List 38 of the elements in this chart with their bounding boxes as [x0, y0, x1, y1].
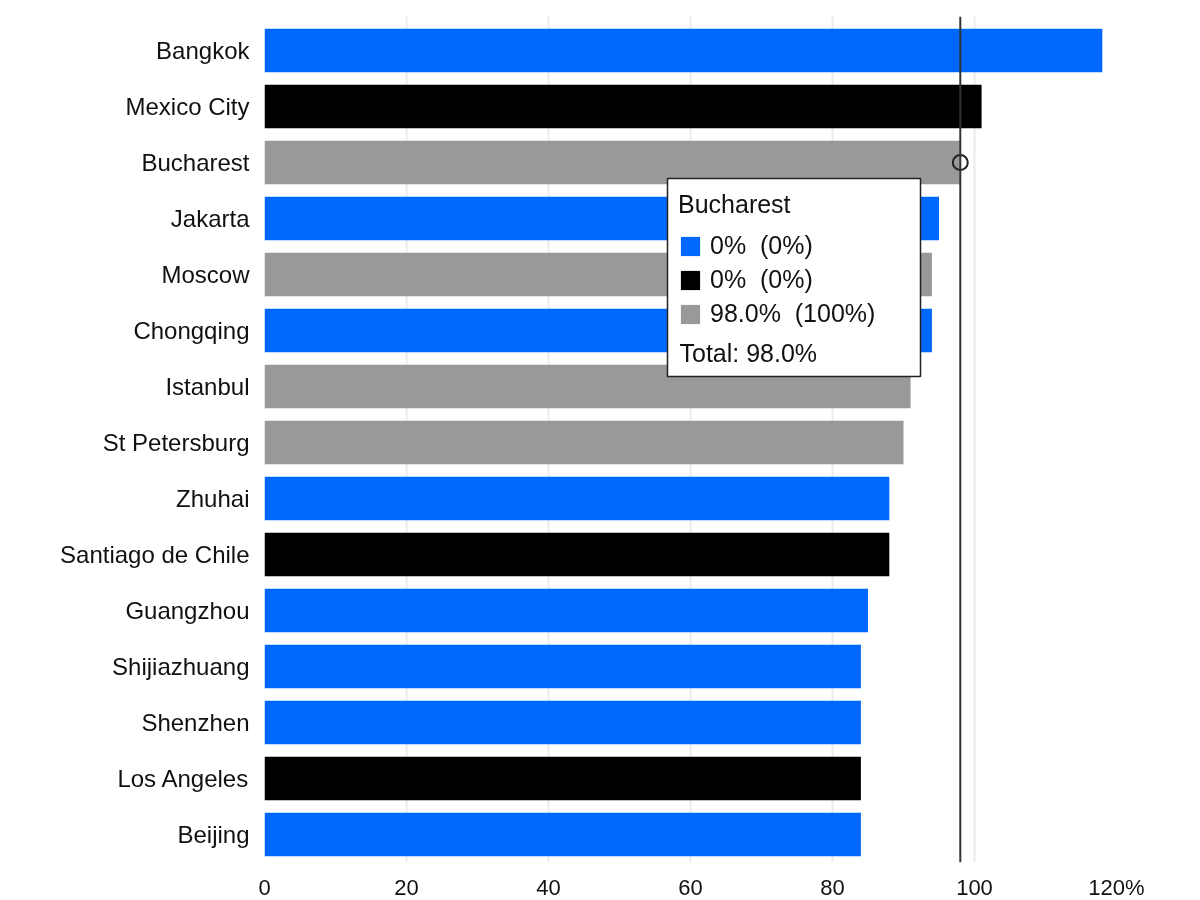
x-tick-label: 20	[394, 874, 419, 900]
x-tick-label: 80	[820, 874, 845, 900]
y-tick-label: Mexico City	[125, 92, 250, 120]
legend-label: 0% (0%)	[710, 265, 813, 294]
y-tick-label: Jakarta	[170, 204, 251, 232]
y-tick-label: Chongqing	[133, 316, 250, 344]
legend-title: Bucharest	[678, 190, 792, 219]
bar	[264, 84, 982, 129]
bar	[264, 588, 868, 633]
legend-label: 0% (0%)	[710, 231, 813, 260]
legend-label: 98.0% (100%)	[710, 299, 876, 328]
x-tick-label: 100	[956, 874, 993, 900]
bar	[264, 756, 861, 801]
y-tick-label: Zhuhai	[176, 485, 250, 512]
y-tick-label: Bangkok	[156, 36, 251, 64]
y-tick-label: Shenzhen	[141, 709, 250, 736]
annotation: Total: 98.0%	[679, 338, 818, 367]
bar	[264, 140, 961, 185]
y-tick-label: Santiago de Chile	[60, 541, 250, 568]
bar	[264, 420, 904, 465]
bar	[264, 644, 861, 689]
y-tick-label: St Petersburg	[102, 429, 250, 456]
x-tick-label: 60	[678, 874, 703, 900]
y-tick-label: Shijiazhuang	[112, 653, 250, 680]
bar	[264, 700, 861, 745]
y-tick-label: Istanbul	[165, 373, 250, 400]
y-tick-label: Guangzhou	[125, 597, 250, 624]
bar	[264, 532, 890, 577]
x-tick-label: 120%	[1088, 874, 1145, 900]
x-tick-label: 0	[258, 874, 271, 900]
y-tick-label: Beijing	[177, 821, 250, 848]
y-tick-label: Moscow	[161, 260, 251, 288]
y-tick-label: Los Angeles	[117, 765, 249, 792]
x-tick-label: 40	[536, 874, 561, 900]
y-tick-label: Bucharest	[141, 148, 250, 176]
bar	[264, 812, 861, 857]
bar	[264, 476, 890, 521]
bar	[264, 28, 1103, 73]
